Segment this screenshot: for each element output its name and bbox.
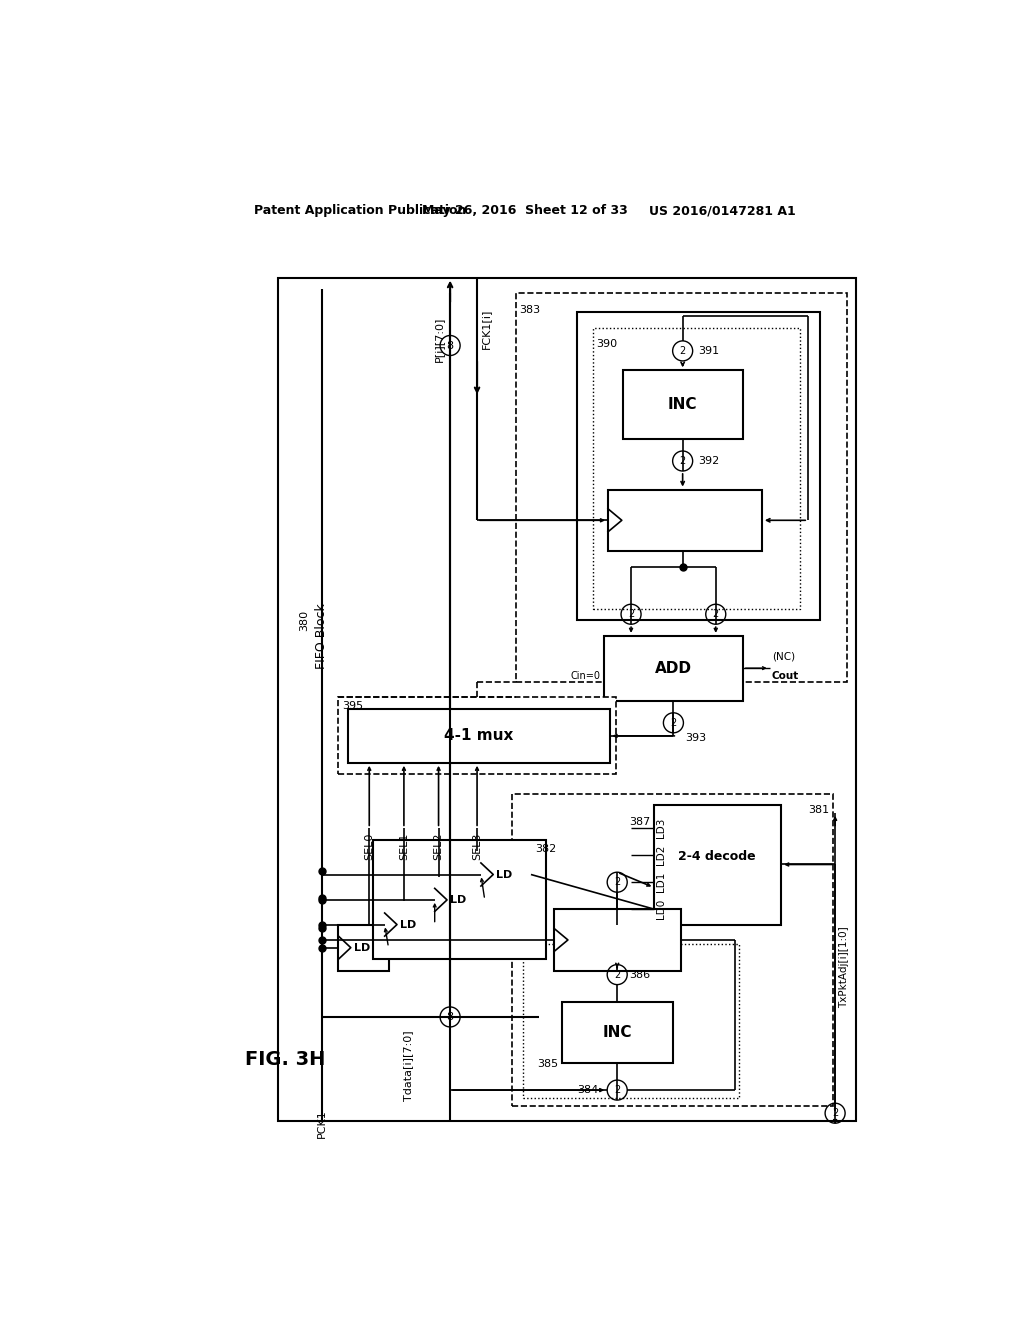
Text: Tdata[i][7:0]: Tdata[i][7:0] xyxy=(402,1031,413,1101)
Text: 387: 387 xyxy=(629,817,650,826)
Text: INC: INC xyxy=(668,397,697,412)
Text: US 2016/0147281 A1: US 2016/0147281 A1 xyxy=(649,205,796,218)
Text: 386: 386 xyxy=(629,970,650,979)
Text: Patent Application Publication: Patent Application Publication xyxy=(254,205,466,218)
Text: 2: 2 xyxy=(680,346,686,356)
Text: 2: 2 xyxy=(831,1109,839,1118)
Text: SEL0: SEL0 xyxy=(365,832,374,859)
Text: SEL3: SEL3 xyxy=(472,832,482,859)
Bar xyxy=(604,636,742,701)
Bar xyxy=(523,944,739,1098)
Text: 380: 380 xyxy=(299,610,309,631)
Text: 393: 393 xyxy=(685,733,707,743)
Text: 2: 2 xyxy=(628,610,634,619)
Text: LD1: LD1 xyxy=(656,873,667,892)
Text: 8: 8 xyxy=(446,341,454,351)
Text: ADD: ADD xyxy=(655,660,692,676)
Text: (NC): (NC) xyxy=(772,652,795,661)
Text: 390: 390 xyxy=(596,339,617,350)
Text: 384: 384 xyxy=(577,1085,598,1096)
Bar xyxy=(578,313,819,620)
Bar xyxy=(435,876,484,923)
Bar xyxy=(654,805,781,924)
Text: SEL2: SEL2 xyxy=(433,832,443,859)
Text: FIG. 3H: FIG. 3H xyxy=(245,1049,325,1069)
Text: 383: 383 xyxy=(519,305,541,314)
Bar xyxy=(515,293,847,682)
Text: LD: LD xyxy=(497,870,513,879)
Text: 2: 2 xyxy=(671,718,677,727)
Text: LD: LD xyxy=(354,942,370,953)
Text: P[i][7:0]: P[i][7:0] xyxy=(434,317,444,362)
Text: LD: LD xyxy=(451,895,466,906)
Bar xyxy=(348,709,609,763)
Text: 2: 2 xyxy=(713,610,719,619)
Text: 2: 2 xyxy=(614,878,621,887)
Bar xyxy=(608,490,762,552)
Bar xyxy=(624,370,742,440)
Bar xyxy=(481,851,531,898)
Bar xyxy=(373,840,547,960)
Bar xyxy=(554,909,681,970)
Text: 391: 391 xyxy=(698,346,719,356)
Text: 2: 2 xyxy=(614,970,621,979)
Text: LD: LD xyxy=(400,920,417,929)
Text: 385: 385 xyxy=(537,1059,558,1069)
Text: 392: 392 xyxy=(698,455,719,466)
Bar xyxy=(593,327,801,609)
Bar xyxy=(512,793,833,1106)
Text: Cin=0: Cin=0 xyxy=(570,671,600,681)
Text: Cout: Cout xyxy=(772,671,799,681)
Text: 381: 381 xyxy=(808,805,829,816)
Text: 8: 8 xyxy=(446,1012,454,1022)
Bar xyxy=(339,697,615,775)
Bar xyxy=(339,924,388,970)
Bar xyxy=(279,277,856,1121)
Text: INC: INC xyxy=(602,1024,632,1040)
Text: PCK1: PCK1 xyxy=(316,1109,327,1138)
Text: 395: 395 xyxy=(342,701,364,711)
Bar xyxy=(562,1002,674,1063)
Text: LD2: LD2 xyxy=(656,845,667,866)
Text: FIFO Block: FIFO Block xyxy=(315,603,328,669)
Text: 4-1 mux: 4-1 mux xyxy=(444,729,513,743)
Text: May 26, 2016  Sheet 12 of 33: May 26, 2016 Sheet 12 of 33 xyxy=(422,205,628,218)
Text: 382: 382 xyxy=(535,843,556,854)
Text: 2: 2 xyxy=(680,455,686,466)
Text: LD3: LD3 xyxy=(656,818,667,838)
Bar xyxy=(385,902,435,948)
Text: SEL1: SEL1 xyxy=(399,832,409,859)
Text: FCK1[i]: FCK1[i] xyxy=(481,309,490,348)
Text: 2-4 decode: 2-4 decode xyxy=(679,850,756,863)
Text: LD0: LD0 xyxy=(656,899,667,919)
Text: 2: 2 xyxy=(614,1085,621,1096)
Text: TxPktAdj[i][1:0]: TxPktAdj[i][1:0] xyxy=(839,927,849,1007)
